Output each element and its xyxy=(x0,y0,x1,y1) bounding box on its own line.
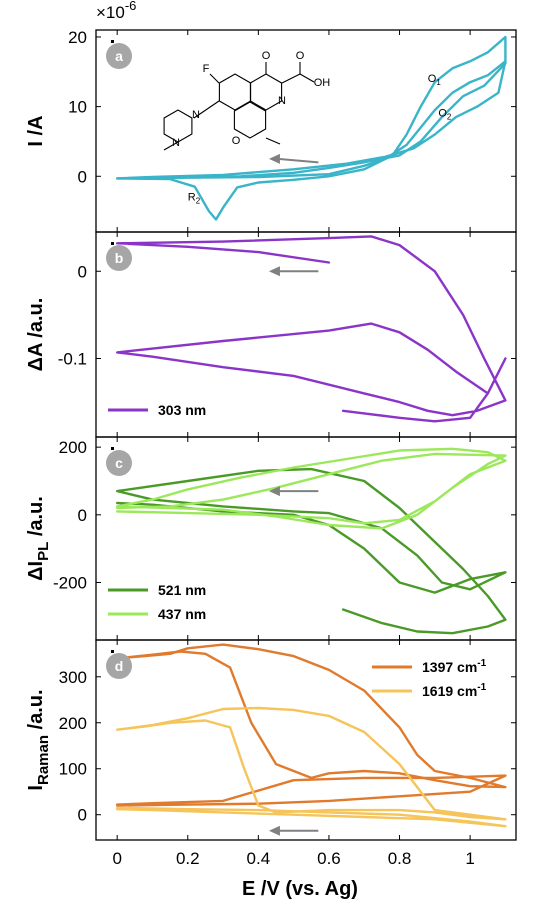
legend-label: 521 nm xyxy=(158,582,206,598)
series-group xyxy=(116,35,507,221)
y-multiplier-exp: -6 xyxy=(125,0,137,13)
marker-dot xyxy=(111,650,114,653)
x-tick-label: 0.4 xyxy=(247,849,271,868)
atom-n-pip-1: N xyxy=(192,109,200,121)
series-group xyxy=(116,447,507,635)
peak-label-sub: 2 xyxy=(447,112,452,121)
y-tick-label: -200 xyxy=(53,573,87,592)
series-line xyxy=(116,806,507,828)
y-tick-label: 20 xyxy=(68,28,87,47)
y-multiplier: ×10-6 xyxy=(96,0,136,22)
y-axis-label-sub: Raman xyxy=(35,735,52,785)
x-tick-label: 1 xyxy=(465,849,474,868)
legend-label-sup: -1 xyxy=(477,682,486,693)
x-tick-labels: 0 0.2 0.4 0.6 0.8 1 xyxy=(112,849,474,868)
scan-direction-arrow xyxy=(277,157,319,164)
series-line xyxy=(116,774,507,807)
y-tick-label: 0 xyxy=(78,167,87,186)
panel-c: -200 0 200 c 521 nm 437 nm ΔIPL /a.u. xyxy=(25,436,517,641)
peak-label-sub: 2 xyxy=(196,197,201,206)
atom-oh: OH xyxy=(314,77,331,89)
series-line xyxy=(116,643,507,789)
arrow-head xyxy=(268,486,280,497)
arrow-head xyxy=(268,153,280,164)
panel-badge xyxy=(106,245,132,271)
y-tick-label: 10 xyxy=(68,98,87,117)
legend-label: 1397 cm-1 xyxy=(422,658,487,675)
series-line xyxy=(116,467,507,635)
bond-pip xyxy=(193,100,220,119)
y-tick-label: 300 xyxy=(59,668,87,687)
y-axis-label: IRaman /a.u. xyxy=(25,689,52,790)
series-group xyxy=(116,643,507,828)
series-line xyxy=(116,35,507,221)
marker-dot xyxy=(111,447,114,450)
series-line xyxy=(116,235,507,423)
legend-label: 303 nm xyxy=(158,402,206,418)
y-tick-label: 0 xyxy=(78,262,87,281)
series-line xyxy=(116,60,507,180)
y-tick-label: 100 xyxy=(59,760,87,779)
y-tick-label: 200 xyxy=(59,438,87,457)
molecule-inset xyxy=(163,62,315,151)
arrow-head xyxy=(268,825,280,836)
panel-d: 0 100 200 300 d 1397 cm-1 1619 cm-1 IRaman /a.u… xyxy=(25,639,517,841)
axes-frame xyxy=(95,639,517,841)
atom-o-ketone: O xyxy=(262,50,271,62)
x-tick-label: 0 xyxy=(112,849,121,868)
x-tick-label: 0.2 xyxy=(176,849,200,868)
y-axis-label-tail: /a.u. xyxy=(25,496,47,542)
bond-acid xyxy=(281,73,301,84)
series-line xyxy=(116,706,507,821)
y-tick-label: -0.1 xyxy=(58,349,87,368)
y-tick-label: 200 xyxy=(59,714,87,733)
panel-b: -0.1 0 b 303 nm ΔA /a.u. xyxy=(25,231,517,438)
panel-badge-label: c xyxy=(115,455,123,471)
y-tick-label: 0 xyxy=(78,806,87,825)
legend-label-sup: -1 xyxy=(477,658,486,669)
marker-dot xyxy=(111,40,114,43)
bond-fluoro xyxy=(209,73,220,84)
y-axis-label-sub: PL xyxy=(35,542,52,561)
atom-o-ring: O xyxy=(232,135,241,147)
x-axis-label: E /V (vs. Ag) xyxy=(242,878,358,900)
bond-methyl-2 xyxy=(265,137,281,145)
panel-badge-label: b xyxy=(115,250,124,266)
y-axis-label: ΔIPL /a.u. xyxy=(25,496,52,581)
panel-badge xyxy=(106,43,132,69)
panel-badge xyxy=(106,653,132,679)
x-tick-label: 0.6 xyxy=(317,849,341,868)
peak-label-sub: 1 xyxy=(436,78,441,87)
atom-o-acid: O xyxy=(296,50,305,62)
axes-frame xyxy=(95,29,517,233)
marker-dot xyxy=(111,242,114,245)
arrow-head xyxy=(268,266,280,277)
bond-acid-oh xyxy=(299,73,315,83)
bond-methyl xyxy=(163,141,179,151)
legend-label: 437 nm xyxy=(158,606,206,622)
panel-badge-label: d xyxy=(115,658,124,674)
y-axis-label: ΔA /a.u. xyxy=(25,298,47,372)
peak-label: O1 xyxy=(428,73,442,87)
ring-pyridone xyxy=(249,73,283,111)
atom-n-pip-2: N xyxy=(172,137,180,149)
y-axis-label: I /A xyxy=(25,115,47,146)
series-group xyxy=(116,235,507,423)
x-tick-label: 0.8 xyxy=(388,849,412,868)
y-tick-label: 0 xyxy=(78,506,87,525)
atom-n: N xyxy=(278,95,286,107)
panel-badge-label: a xyxy=(115,48,123,64)
series-line xyxy=(116,447,507,530)
ring-oxazine xyxy=(233,101,267,139)
atom-f: F xyxy=(203,63,210,75)
panel-badge xyxy=(106,450,132,476)
y-axis-label-tail: /a.u. xyxy=(25,689,47,735)
legend-label: 1619 cm-1 xyxy=(422,682,487,699)
